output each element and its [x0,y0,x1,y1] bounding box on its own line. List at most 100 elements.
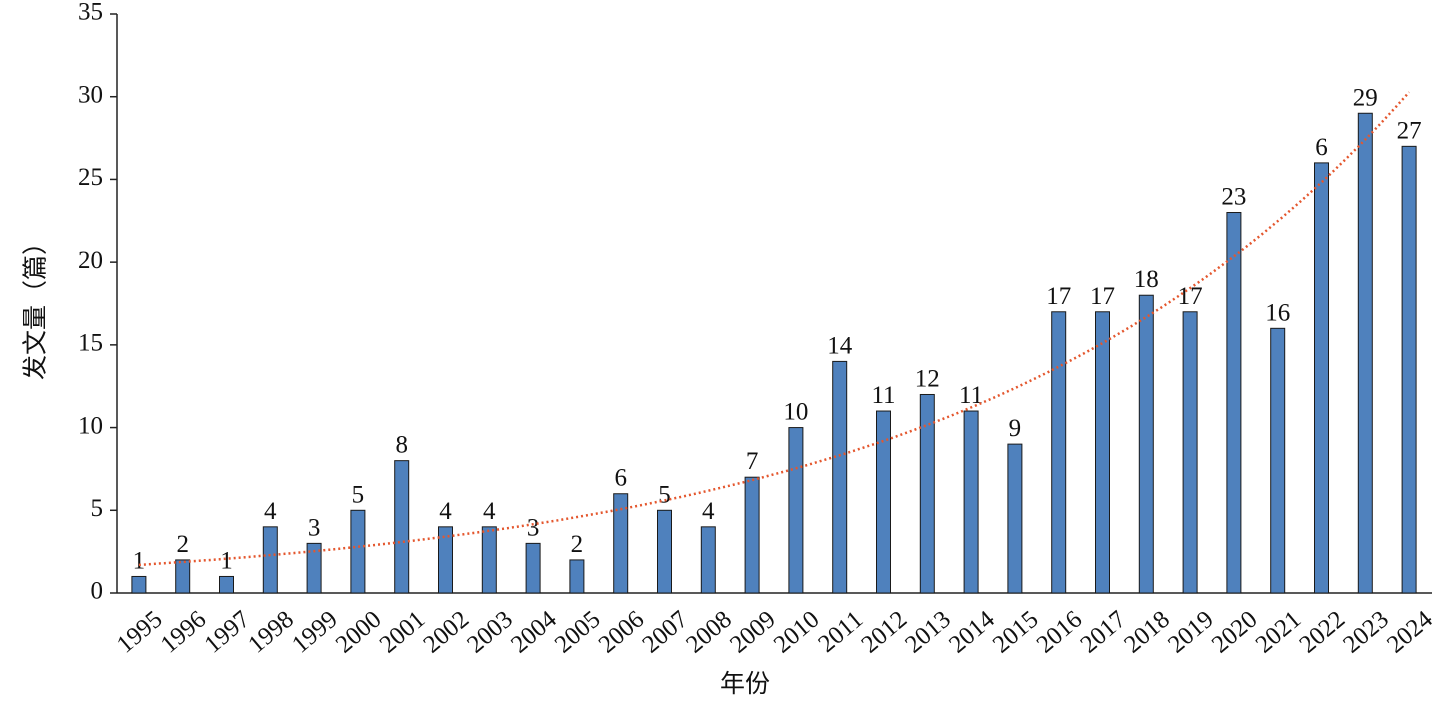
bar [438,526,453,594]
x-tick-label: 2010 [769,606,825,659]
value-label: 14 [827,332,853,359]
x-tick-label: 2020 [1207,606,1263,659]
trendline [138,91,1411,567]
x-axis-title: 年份 [720,670,770,698]
bar [876,410,891,594]
x-tick-label: 2016 [1032,606,1088,659]
x-tick-label: 2006 [594,606,650,659]
bar [350,509,366,594]
bar [219,575,234,594]
x-tick-label: 2011 [813,606,868,658]
y-tick-label: 5 [91,495,104,522]
x-tick-label: 2007 [637,606,693,659]
bar [700,526,716,594]
y-tick-label: 20 [78,247,103,274]
bar [525,542,541,594]
x-tick-label: 1998 [243,606,299,659]
value-label: 11 [871,382,895,409]
x-tick-label: 2002 [418,606,474,659]
bar [306,542,322,594]
value-label: 4 [439,498,452,525]
value-label: 5 [658,481,671,508]
value-label: 8 [395,432,408,459]
value-label: 1 [220,547,233,574]
value-label: 4 [483,498,496,525]
y-tick-label: 30 [78,81,103,108]
bar [744,476,760,594]
value-label: 12 [915,365,940,392]
x-tick-label: 2015 [988,606,1044,659]
bar [1095,311,1110,594]
bar [394,460,410,594]
x-tick-label: 2021 [1251,606,1307,659]
x-tick-label: 1996 [156,606,212,659]
y-tick-label: 15 [78,330,103,357]
x-tick-label: 2013 [900,606,956,659]
x-tick-label: 2022 [1294,606,1350,659]
x-tick-label: 2008 [681,606,737,659]
y-tick-label: 10 [78,412,103,439]
x-tick-label: 2000 [331,606,387,659]
x-tick-label: 2001 [375,606,431,659]
bar [919,393,935,594]
bar [963,410,979,594]
y-tick-label: 35 [78,0,103,26]
x-tick-label: 2012 [856,606,912,659]
bar [1314,162,1329,594]
y-tick-label: 25 [78,164,103,191]
value-label: 10 [783,399,808,426]
value-label: 17 [1046,283,1071,310]
x-tick-label: 2009 [725,606,781,659]
x-tick-label: 2005 [550,606,606,659]
bar [1401,145,1417,594]
x-tick-label: 1997 [199,606,255,659]
value-label: 2 [571,531,584,558]
bar [1051,311,1067,594]
bar [1182,311,1198,594]
x-tick-label: 2019 [1163,606,1219,659]
bar [569,559,585,594]
value-label: 9 [1009,415,1022,442]
bar [788,427,804,594]
bar [1226,212,1242,594]
bar [832,360,848,594]
x-tick-label: 2018 [1119,606,1175,659]
value-label: 6 [614,465,627,492]
bar [262,526,278,594]
x-tick-label: 2004 [506,605,562,658]
x-tick-label: 2014 [944,605,1000,658]
x-tick-label: 2017 [1075,606,1131,659]
value-label: 29 [1353,84,1378,111]
x-tick-label: 2023 [1338,606,1394,659]
bar [1007,443,1023,594]
x-tick-label: 2003 [462,606,518,659]
value-label: 11 [959,382,983,409]
value-label: 23 [1221,184,1246,211]
bar [1138,294,1154,594]
value-label: 16 [1265,299,1290,326]
bar [175,559,191,594]
bar [481,526,497,594]
value-label: 5 [352,481,365,508]
value-label: 18 [1134,266,1159,293]
x-tick-label: 1995 [112,606,168,659]
value-label: 6 [1315,134,1328,161]
value-label: 2 [176,531,189,558]
value-label: 3 [308,514,321,541]
bar [131,575,147,594]
value-label: 17 [1090,283,1115,310]
value-label: 7 [746,448,759,475]
value-label: 1 [133,547,146,574]
value-label: 27 [1397,117,1422,144]
bar [657,509,672,594]
y-tick-label: 0 [91,578,104,605]
y-axis-title: 发文量（篇） [22,230,50,380]
value-label: 4 [264,498,277,525]
bar [613,493,629,594]
value-label: 4 [702,498,715,525]
bar [1357,112,1373,594]
bar [1270,327,1286,594]
x-tick-label: 2024 [1382,605,1438,658]
value-label: 3 [527,514,540,541]
